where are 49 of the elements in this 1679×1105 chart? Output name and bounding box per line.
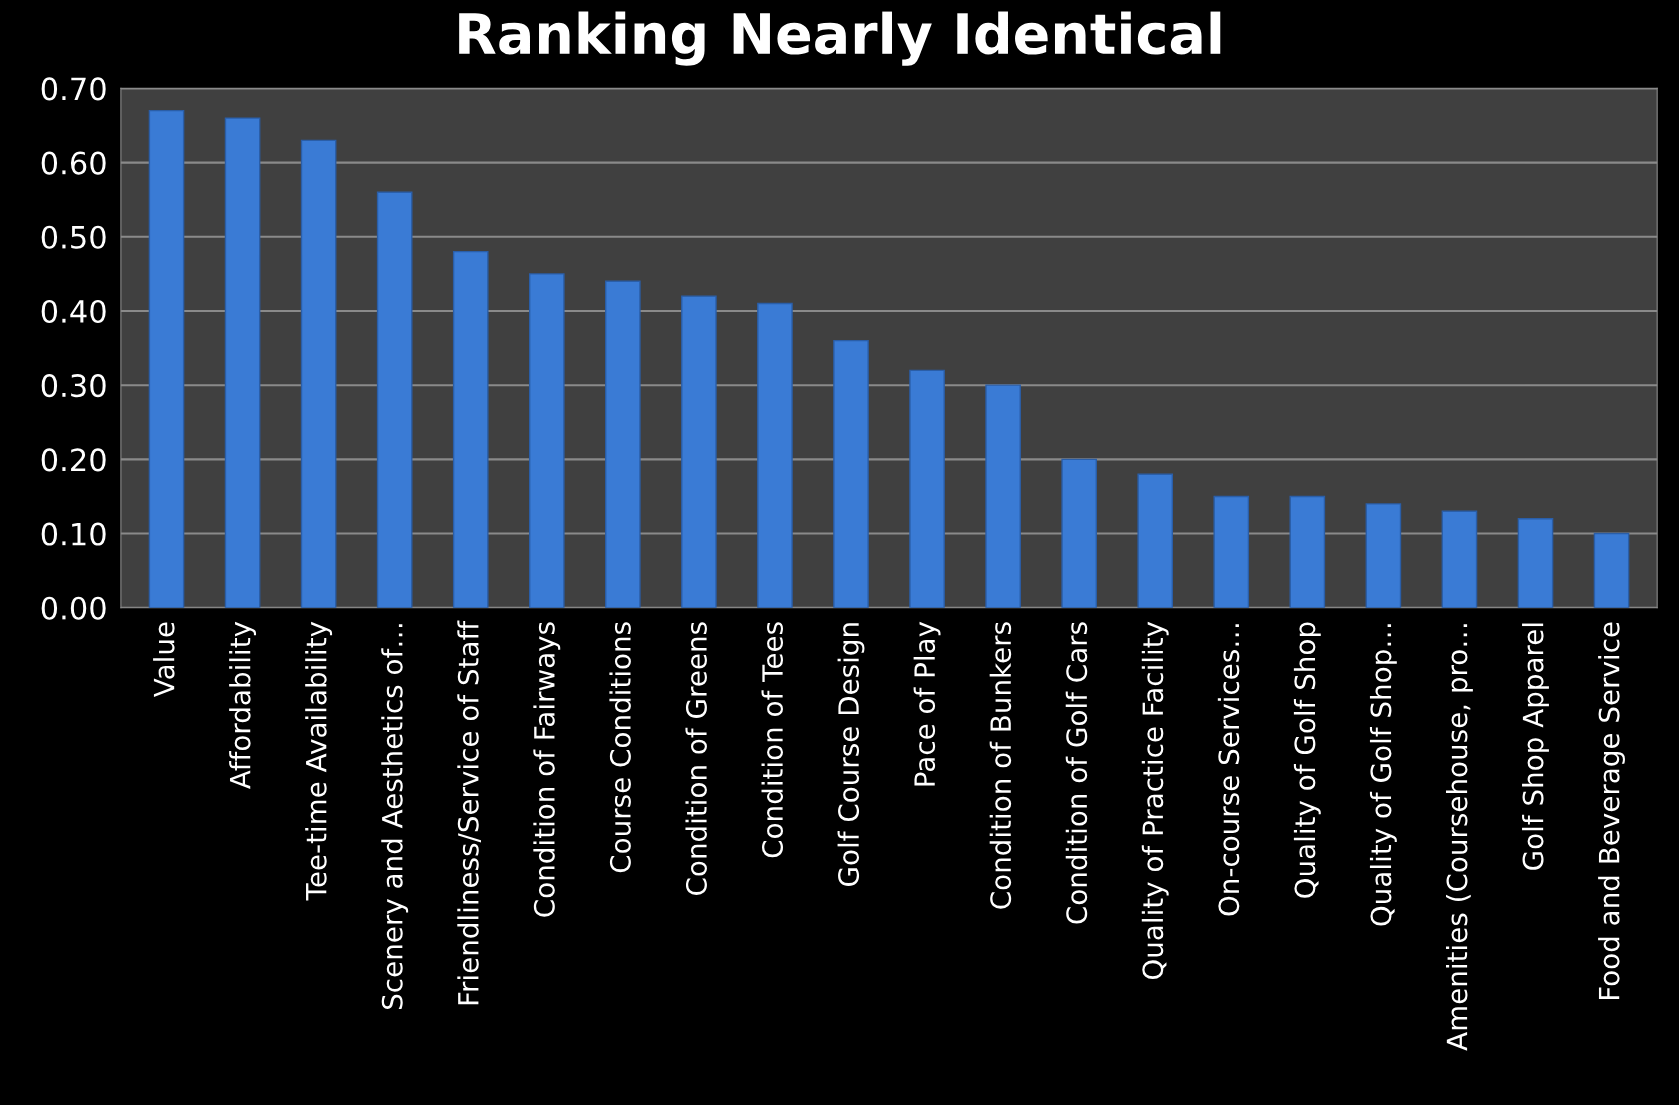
x-tick-label: Quality of Golf Shop: [1293, 622, 1321, 898]
x-tick-label: Condition of Tees: [761, 622, 784, 858]
x-tick-label: On-course Services…: [1217, 624, 1240, 916]
x-tick-label: Value: [153, 622, 175, 698]
y-tick-label: 0.20: [41, 448, 106, 472]
bar: [224, 117, 261, 608]
x-tick-label: Friendliness/Service of Staff: [457, 620, 481, 1005]
bar: [985, 384, 1021, 608]
x-tick-label: Pace of Play: [913, 621, 941, 786]
bar: [528, 273, 565, 608]
x-tick-label: Tee-time Availability: [305, 621, 333, 901]
x-tick-label: Quality of Practice Facility: [1141, 621, 1169, 980]
x-tick-label: Golf Shop Apparel: [1522, 623, 1549, 870]
x-tick-label: Course Conditions: [609, 622, 631, 873]
bar: [452, 250, 489, 608]
x-tick-label: Condition of Fairways: [533, 622, 561, 917]
bar: [1517, 518, 1554, 608]
bar: [1213, 495, 1250, 608]
x-tick-label: Scenery and Aesthetics of…: [381, 624, 409, 1009]
x-tick-label: Condition of Greens: [685, 622, 707, 895]
x-tick-label: Condition of Golf Cars: [1065, 622, 1088, 924]
y-tick-label: 0.10: [41, 522, 106, 546]
y-tick-label: 0.40: [41, 299, 106, 324]
bar: [1137, 473, 1174, 608]
x-tick-label: Golf Course Design: [837, 623, 865, 886]
bar: [757, 302, 793, 608]
x-tick-label: Food and Beverage Service: [1598, 622, 1625, 1000]
bar: [605, 280, 641, 608]
bar: [909, 369, 945, 608]
y-tick-label: 0.60: [41, 151, 106, 175]
y-tick-label: 0.50: [41, 225, 106, 249]
bar: [1365, 503, 1402, 608]
x-tick-label: Amenities (Coursehouse, pro…: [1445, 624, 1473, 1051]
bar: [1593, 532, 1630, 608]
bar: [376, 191, 413, 608]
bar: [148, 109, 185, 608]
x-tick-label: Condition of Bunkers: [989, 622, 1012, 909]
bar: [681, 295, 717, 608]
y-tick-label: 0.70: [41, 77, 106, 101]
bar: [300, 139, 337, 608]
x-tick-label: Quality of Golf Shop…: [1369, 624, 1397, 926]
bar: [1441, 510, 1478, 608]
bar: [1289, 495, 1326, 608]
y-tick-label: 0.30: [41, 374, 106, 398]
bar: [1061, 458, 1097, 608]
y-tick-label: 0.00: [41, 596, 106, 620]
bar: [833, 339, 869, 608]
x-tick-label: Affordability: [229, 621, 257, 789]
chart-title: Ranking Nearly Identical: [459, 11, 1221, 66]
